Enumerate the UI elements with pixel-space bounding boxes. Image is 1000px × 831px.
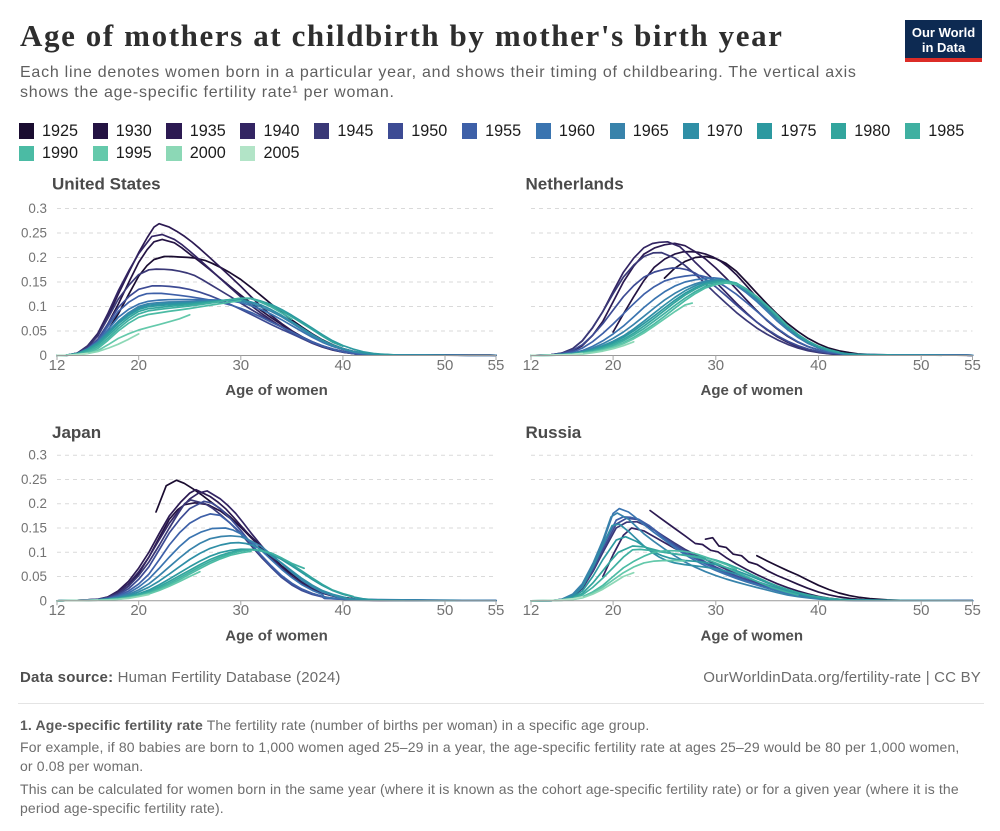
svg-text:0: 0 (40, 593, 47, 608)
svg-text:Japan: Japan (52, 423, 101, 442)
svg-text:0: 0 (40, 348, 47, 363)
svg-text:30: 30 (232, 357, 249, 374)
svg-text:50: 50 (437, 357, 454, 374)
svg-text:12: 12 (523, 357, 540, 374)
svg-text:0.15: 0.15 (21, 275, 47, 290)
svg-text:40: 40 (335, 602, 352, 619)
svg-text:0.2: 0.2 (28, 250, 47, 265)
svg-text:0.3: 0.3 (28, 201, 47, 216)
svg-text:Russia: Russia (526, 423, 582, 442)
svg-text:20: 20 (605, 357, 622, 374)
svg-text:12: 12 (49, 602, 66, 619)
svg-text:40: 40 (335, 357, 352, 374)
svg-text:0.25: 0.25 (21, 226, 47, 241)
svg-text:12: 12 (523, 602, 540, 619)
svg-text:0.05: 0.05 (21, 324, 47, 339)
svg-text:0.1: 0.1 (28, 299, 47, 314)
svg-text:0.1: 0.1 (28, 545, 47, 560)
svg-text:Age of women: Age of women (701, 382, 804, 399)
svg-text:20: 20 (130, 357, 147, 374)
svg-text:20: 20 (605, 602, 622, 619)
svg-text:Age of women: Age of women (225, 627, 328, 644)
svg-text:55: 55 (488, 357, 505, 374)
svg-text:Age of women: Age of women (225, 382, 328, 399)
svg-text:55: 55 (964, 602, 981, 619)
svg-text:12: 12 (49, 357, 66, 374)
svg-text:0.15: 0.15 (21, 521, 47, 536)
svg-text:30: 30 (707, 357, 724, 374)
svg-text:40: 40 (810, 602, 827, 619)
svg-text:30: 30 (707, 602, 724, 619)
svg-text:50: 50 (913, 602, 930, 619)
svg-text:0.05: 0.05 (21, 569, 47, 584)
svg-text:0.25: 0.25 (21, 472, 47, 487)
svg-text:Age of women: Age of women (701, 627, 804, 644)
svg-text:0.3: 0.3 (28, 448, 47, 463)
svg-text:0.2: 0.2 (28, 496, 47, 511)
svg-text:55: 55 (488, 602, 505, 619)
svg-text:United States: United States (52, 175, 161, 194)
svg-text:55: 55 (964, 357, 981, 374)
svg-text:50: 50 (437, 602, 454, 619)
svg-text:50: 50 (913, 357, 930, 374)
svg-text:Netherlands: Netherlands (526, 175, 624, 194)
svg-text:20: 20 (130, 602, 147, 619)
svg-text:30: 30 (232, 602, 249, 619)
svg-text:40: 40 (810, 357, 827, 374)
